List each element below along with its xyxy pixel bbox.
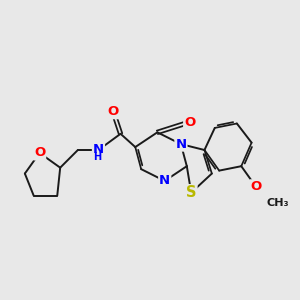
- Text: O: O: [250, 180, 262, 193]
- Text: N: N: [93, 143, 104, 157]
- Text: CH₃: CH₃: [266, 198, 289, 208]
- Text: O: O: [184, 116, 195, 128]
- Text: O: O: [34, 146, 45, 159]
- Text: H: H: [93, 152, 101, 162]
- Text: N: N: [176, 138, 187, 151]
- Text: S: S: [186, 185, 196, 200]
- Text: O: O: [108, 105, 119, 118]
- Text: N: N: [159, 174, 170, 188]
